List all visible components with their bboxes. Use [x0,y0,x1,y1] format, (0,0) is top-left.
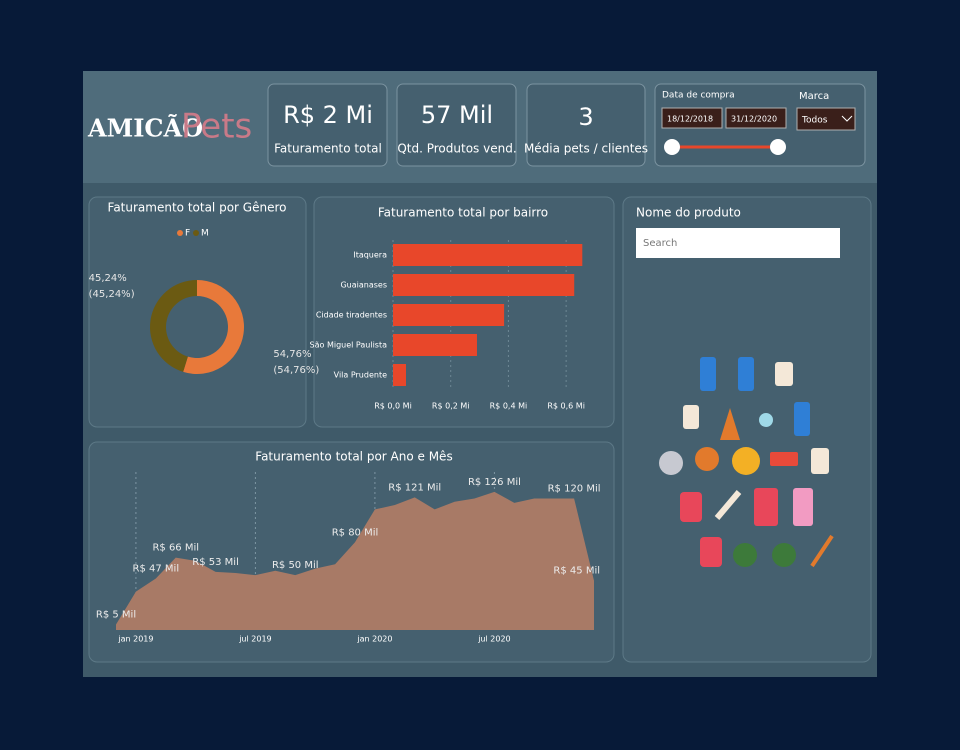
bar [393,274,575,296]
product-icons [659,357,834,568]
product-icon[interactable] [683,405,699,429]
product-icon[interactable] [700,357,716,391]
chart-title: Faturamento total por bairro [378,206,548,220]
data-label: R$ 5 Mil [96,610,136,621]
x-tick-label: R$ 0,4 Mi [490,402,528,411]
data-label: R$ 126 Mil [468,477,521,488]
data-label: R$ 47 Mil [133,563,180,574]
date-start: 18/12/2018 [667,115,713,124]
filter-label: Data de compra [662,91,735,101]
search-box[interactable] [636,228,840,258]
kpi-value: 57 Mil [421,101,493,129]
bar [393,364,406,386]
y-tick-label: São Miguel Paulista [310,341,388,350]
date-input[interactable] [725,107,787,129]
area [116,491,594,630]
x-tick-label: R$ 0,6 Mi [547,402,585,411]
legend-label: M [201,229,209,239]
logo-text: Pets [181,107,252,147]
data-label: R$ 53 Mil [192,557,239,568]
data-label: 54,76% [273,349,311,360]
x-tick-label: R$ 0,0 Mi [374,402,412,411]
kpi-value: R$ 2 Mi [283,101,373,129]
x-tick-label: jan 2020 [356,635,392,644]
data-label: R$ 50 Mil [272,560,319,571]
date-end: 31/12/2020 [731,115,777,124]
x-tick-label: jul 2020 [477,635,510,644]
dropdown-arrow [841,115,853,122]
panel-title: Nome do produto [636,206,741,220]
chart-title: Faturamento total por Ano e Mês [255,450,452,464]
data-label: (54,76%) [273,365,319,376]
brand-value: Todos [801,116,828,126]
chart-title: Faturamento total por Gênero [108,201,287,215]
y-tick-label: Vila Prudente [334,371,387,380]
product-icon[interactable] [738,357,754,391]
x-tick-label: jul 2019 [238,635,271,644]
legend-label: F [185,229,190,239]
brand-dropdown[interactable] [796,107,856,131]
data-label: R$ 80 Mil [332,527,379,538]
y-tick-label: Itaquera [353,251,387,260]
bar [393,304,505,326]
product-icon[interactable] [775,362,793,386]
kpi-card [396,83,517,167]
y-tick-label: Guaianases [340,281,387,290]
kpi-value: 3 [578,103,593,131]
product-icon[interactable] [754,488,778,526]
product-icon[interactable] [794,402,810,436]
product-icon[interactable] [811,448,829,474]
date-input[interactable] [661,107,723,129]
slider-handle[interactable] [664,139,680,155]
product-icon[interactable] [770,452,798,466]
product-icon[interactable] [714,490,742,520]
x-tick-label: jan 2019 [117,635,153,644]
kpi-cards: R$ 2 Mi Faturamento total 57 Mil Qtd. Pr… [267,83,648,167]
kpi-card [526,83,646,167]
product-icon[interactable] [810,534,834,568]
product-icon[interactable] [793,488,813,526]
data-label: R$ 45 Mil [553,566,600,577]
product-icon[interactable] [680,492,702,522]
slider-handle[interactable] [770,139,786,155]
kpi-label: Qtd. Produtos vend. [397,142,516,156]
product-icon[interactable] [733,543,757,567]
y-tick-label: Cidade tiradentes [316,311,387,320]
kpi-label: Média pets / clientes [524,142,648,156]
product-icon[interactable] [700,537,722,567]
kpi-label: Faturamento total [274,142,382,156]
data-label: 45,24% [89,273,127,284]
data-label: R$ 66 Mil [152,543,199,554]
legend-swatch [193,230,199,236]
product-icon[interactable] [732,447,760,475]
product-icon[interactable] [720,408,740,440]
x-tick-label: R$ 0,2 Mi [432,402,470,411]
product-icon[interactable] [759,413,773,427]
filter-label: Marca [799,91,829,102]
data-label: R$ 121 Mil [388,482,441,493]
bar [393,244,583,266]
filter-card: Data de compra 18/12/2018 31/12/2020 Mar… [654,83,866,167]
legend-swatch [177,230,183,236]
search-placeholder: Search [643,238,677,249]
donut-slice [150,280,197,372]
product-icon[interactable] [659,451,683,475]
card [88,196,307,428]
kpi-card [267,83,388,167]
data-label: R$ 120 Mil [548,483,601,494]
product-icon[interactable] [772,543,796,567]
card [622,196,872,663]
data-label: (45,24%) [89,289,135,300]
product-icon[interactable] [695,447,719,471]
donut-slice [183,280,244,374]
bar [393,334,477,356]
logo-text: AMICÃO [87,114,203,143]
